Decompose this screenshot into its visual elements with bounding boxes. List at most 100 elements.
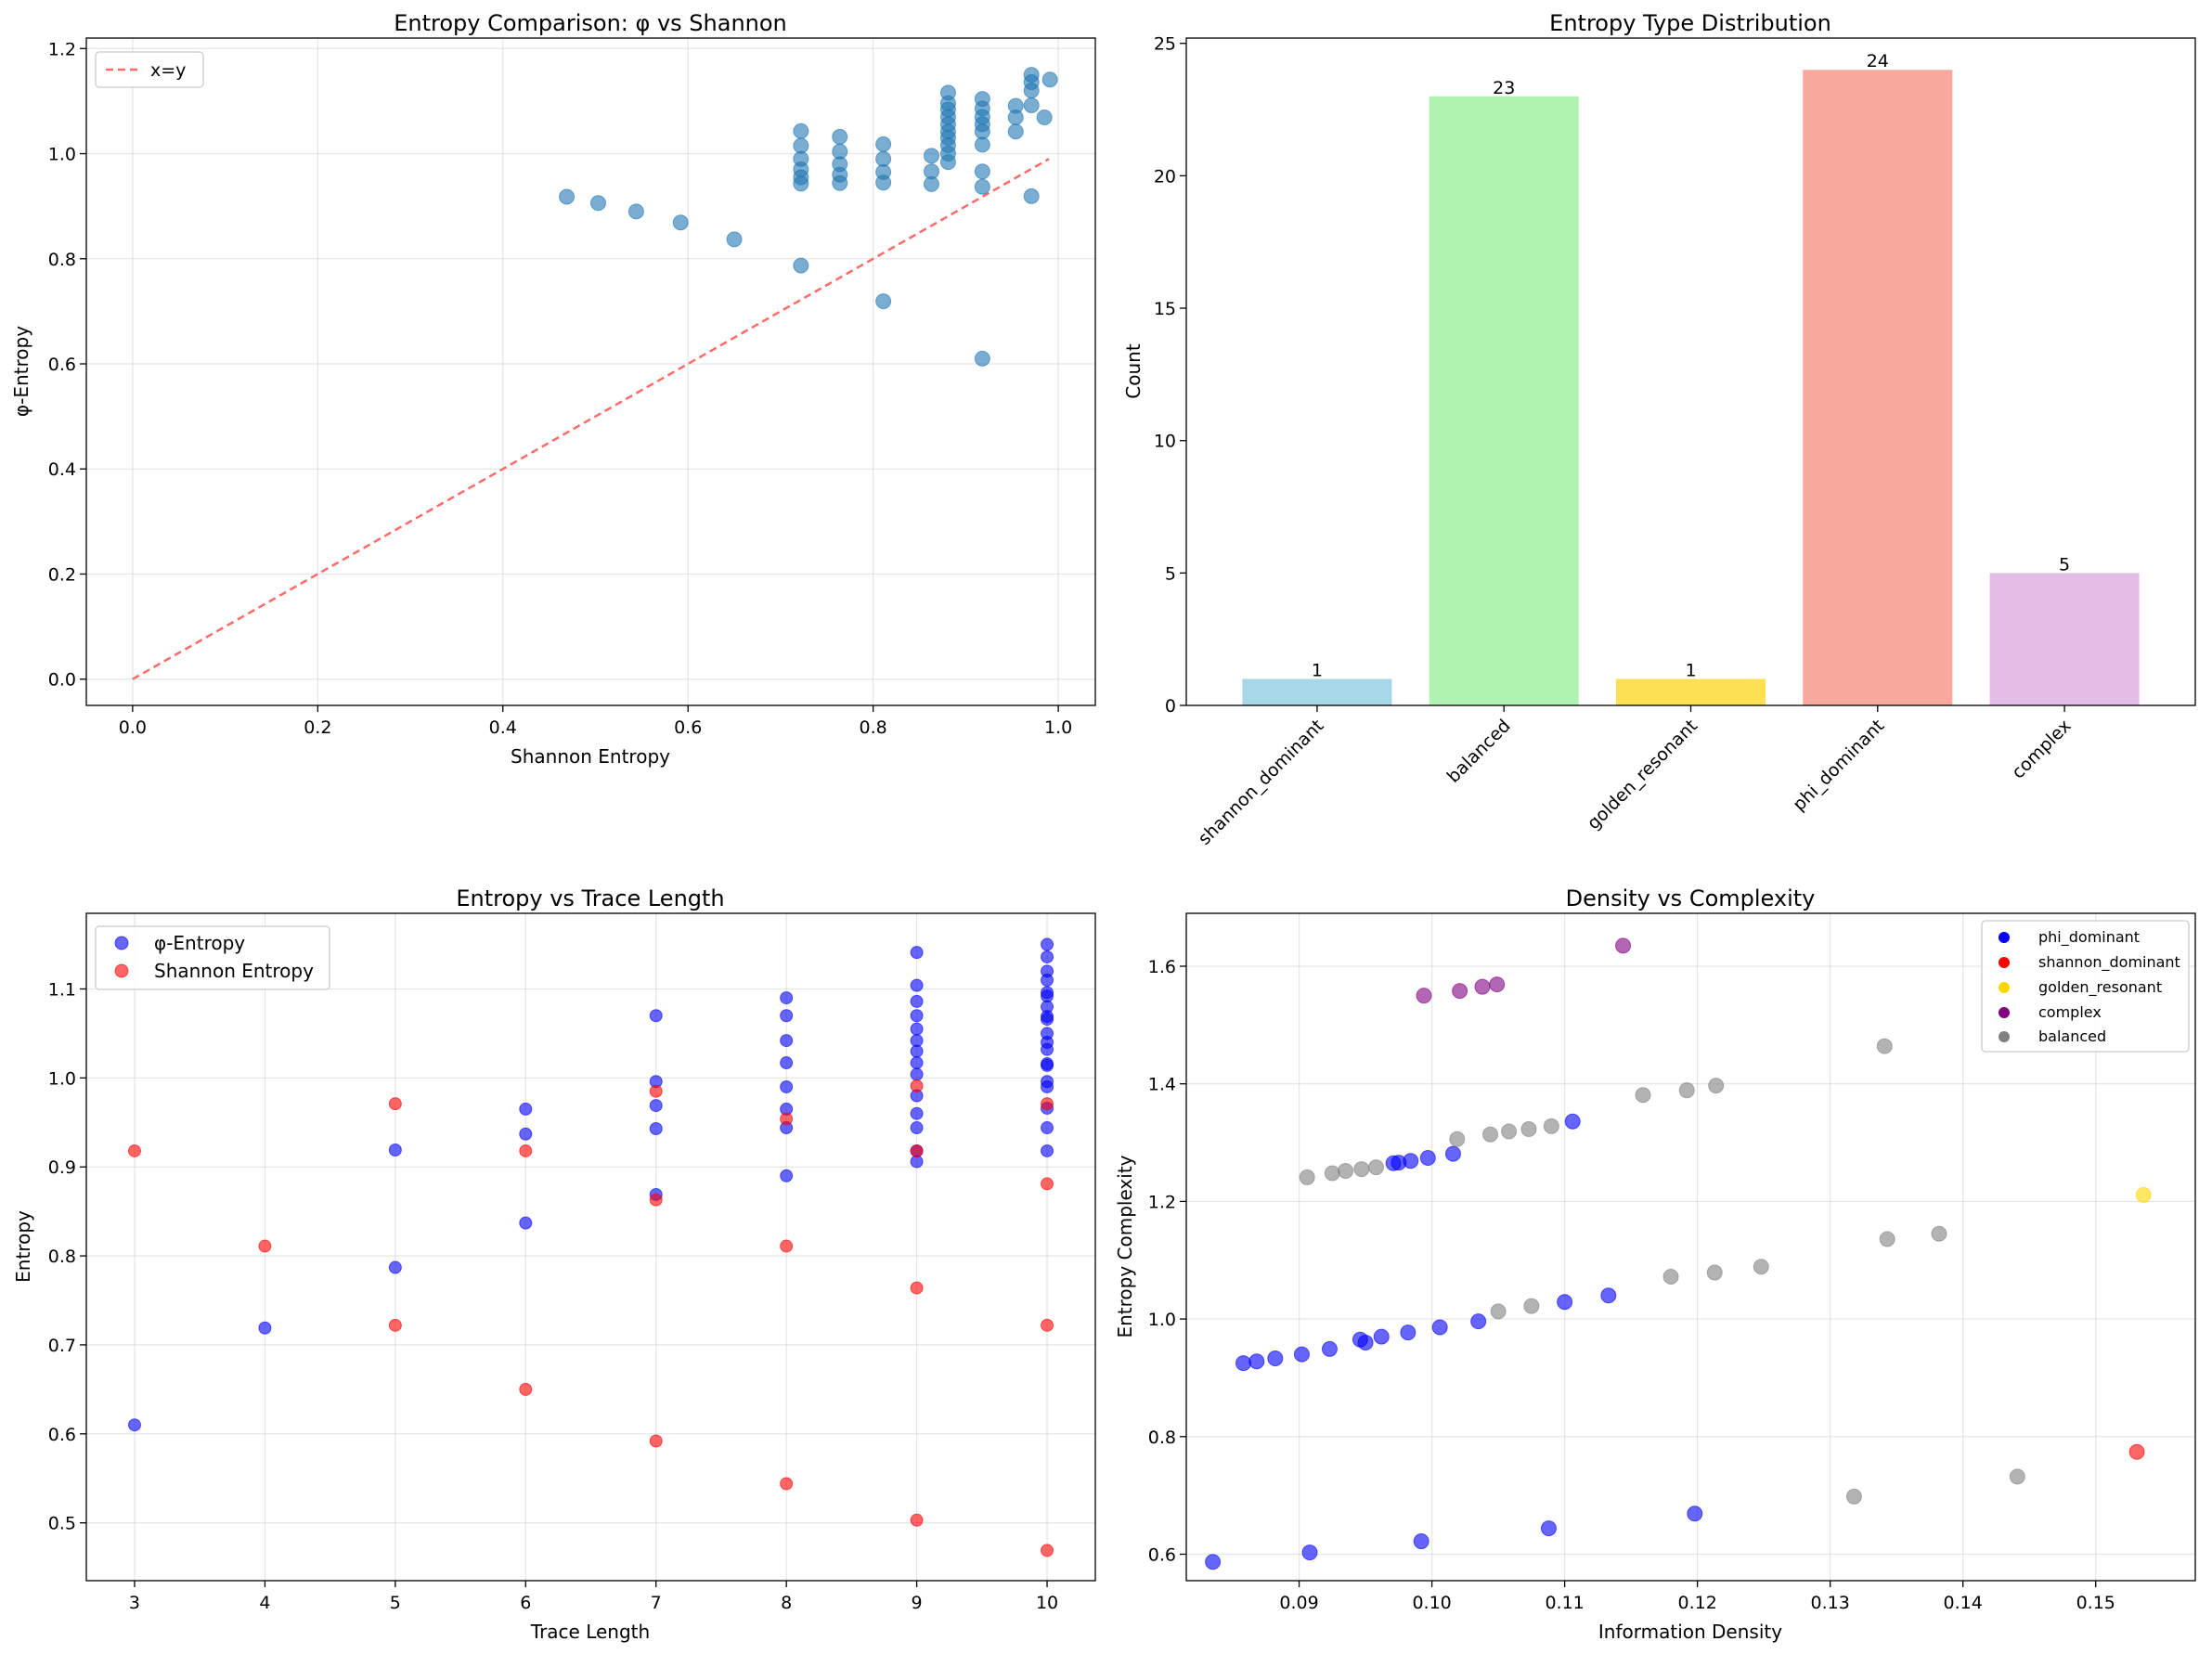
bar-value-label: 23	[1493, 78, 1515, 98]
y-tick-label: 0.5	[48, 1514, 76, 1534]
legend-label-golden-resonant: golden_resonant	[2038, 978, 2162, 997]
data-point-phi-entropy	[910, 1067, 924, 1081]
y-tick-label: 20	[1154, 166, 1176, 187]
data-point	[923, 148, 939, 164]
chart-title: Entropy Type Distribution	[1549, 10, 1831, 36]
x-axis-label: Trace Length	[530, 1621, 650, 1643]
data-point-phi-dominant	[1419, 1150, 1436, 1167]
data-point-phi-entropy	[910, 946, 924, 960]
y-tick-label: 0.8	[1148, 1428, 1176, 1448]
x-tick-label: 0.6	[674, 717, 702, 738]
data-point-phi-entropy	[649, 1099, 663, 1113]
data-point-phi-dominant	[1301, 1544, 1318, 1561]
y-tick-label: 0.2	[48, 564, 76, 585]
y-tick-label: 0.7	[48, 1336, 76, 1356]
data-point	[832, 174, 848, 191]
data-point-balanced	[1368, 1159, 1385, 1176]
data-point-phi-entropy	[1041, 973, 1054, 987]
data-point-phi-entropy	[1041, 1013, 1054, 1027]
y-axis-label: Count	[1122, 343, 1145, 399]
data-point	[672, 214, 689, 231]
y-tick-label: 0.4	[48, 459, 76, 480]
y-tick-label: 15	[1154, 299, 1176, 319]
data-point-phi-entropy	[1041, 1042, 1054, 1056]
data-point	[793, 123, 809, 139]
data-point	[627, 203, 644, 220]
data-point-phi-dominant	[1267, 1350, 1284, 1367]
bar-complex	[1989, 573, 2140, 705]
data-point-phi-entropy	[649, 1009, 663, 1023]
x-tick-label: 0.11	[1545, 1593, 1584, 1613]
data-point-phi-entropy	[910, 1044, 924, 1058]
legend-label-shannon-dominant: shannon_dominant	[2038, 953, 2180, 972]
data-point-phi-dominant	[1444, 1145, 1461, 1162]
data-point	[875, 174, 892, 191]
bar-golden-resonant	[1615, 678, 1766, 705]
data-point	[726, 231, 743, 248]
data-point	[1023, 97, 1040, 113]
x-axis-label: Information Density	[1598, 1621, 1782, 1643]
data-point	[1041, 71, 1058, 88]
data-point-balanced	[1449, 1131, 1466, 1147]
data-point-balanced	[1299, 1169, 1315, 1185]
data-point-phi-entropy	[910, 994, 924, 1008]
data-point-shannon-entropy	[1041, 1318, 1054, 1332]
bar-value-label: 5	[2059, 554, 2070, 575]
data-point-shannon-entropy	[1041, 1177, 1054, 1191]
data-point	[974, 178, 990, 195]
data-point-phi-entropy	[780, 1009, 794, 1023]
data-point-shannon-dominant	[2128, 1443, 2145, 1460]
data-point	[559, 188, 576, 205]
bar-phi-dominant	[1803, 70, 1953, 705]
data-point-phi-entropy	[1041, 1144, 1054, 1157]
data-point-phi-dominant	[1400, 1324, 1416, 1341]
y-tick-label: 1.0	[1148, 1310, 1176, 1330]
x-tick-label: 7	[651, 1593, 662, 1613]
data-point	[875, 293, 892, 310]
y-tick-label: 0.6	[48, 355, 76, 375]
panel-entropy-comparison: 0.0 0.2 0.4 0.6 0.8 1.00.00.20.40.60.81.01.2 …	[10, 10, 1096, 768]
data-point-phi-entropy	[649, 1121, 663, 1135]
panel-density-vs-complexity: 0.09 0.10 0.11 0.12 0.13 0.14 0.15 0.6 0.8 1.0 1.2…	[1114, 885, 2196, 1643]
data-point-phi-entropy	[519, 1216, 533, 1230]
x-tick-label: 0.4	[489, 717, 517, 738]
legend-label-shannon-entropy: Shannon Entropy	[154, 960, 314, 982]
data-point-shannon-entropy	[649, 1193, 663, 1207]
data-point-phi-dominant	[1357, 1334, 1374, 1350]
data-point-shannon-entropy	[388, 1318, 402, 1332]
y-axis-label: φ-Entropy	[10, 326, 32, 417]
bar-value-label: 1	[1312, 660, 1323, 680]
data-point-phi-dominant	[1205, 1554, 1222, 1570]
data-point-shannon-entropy	[649, 1084, 663, 1098]
data-point-phi-entropy	[1041, 937, 1054, 951]
data-point-balanced	[1708, 1078, 1725, 1094]
data-point-phi-entropy	[910, 978, 924, 992]
data-point-phi-entropy	[1041, 950, 1054, 963]
data-point-shannon-entropy	[258, 1239, 272, 1253]
data-point	[923, 175, 939, 192]
bar-value-label: 1	[1685, 660, 1696, 680]
data-point-balanced	[1353, 1161, 1370, 1178]
data-point-phi-dominant	[1431, 1319, 1448, 1336]
data-point-phi-entropy	[910, 1121, 924, 1135]
data-point-phi-dominant	[1413, 1533, 1429, 1550]
legend-marker-complex	[1999, 1007, 2010, 1018]
data-point-complex	[1416, 988, 1432, 1004]
data-point-phi-dominant	[1557, 1294, 1573, 1311]
legend-label-balanced: balanced	[2038, 1027, 2106, 1045]
data-point-phi-dominant	[1248, 1353, 1265, 1370]
y-tick-label: 10	[1154, 432, 1176, 452]
x-tick-label: 0.09	[1279, 1593, 1318, 1613]
data-point	[974, 136, 990, 153]
y-tick-label: 1.2	[1148, 1192, 1176, 1212]
x-tick-label: 0.14	[1944, 1593, 1983, 1613]
y-tick-label: 25	[1154, 34, 1176, 55]
x-tick-label: 4	[259, 1593, 270, 1613]
data-point-phi-dominant	[1321, 1340, 1338, 1357]
x-tick-label: 0.8	[860, 717, 887, 738]
data-point-phi-dominant	[1564, 1113, 1581, 1130]
data-point-phi-entropy	[780, 991, 794, 1005]
y-tick-label: 0.9	[48, 1157, 76, 1178]
data-point-phi-entropy	[519, 1102, 533, 1116]
data-point-shannon-entropy	[910, 1079, 924, 1092]
